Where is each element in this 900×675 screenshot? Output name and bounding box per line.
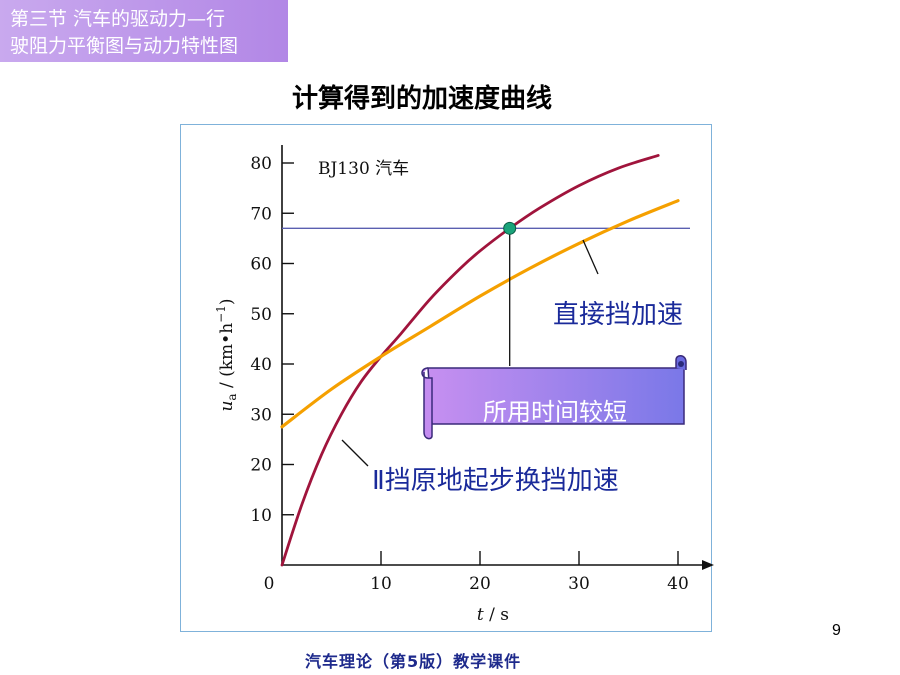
y-tick-label: 40 [250,355,272,375]
vehicle-label: BJ130 汽车 [318,159,410,179]
gear2-acceleration-curve [280,154,660,567]
slide-title: 计算得到的加速度曲线 [292,84,553,114]
y-tick-label: 10 [250,506,272,526]
direct-gear-leader [582,239,599,275]
x-tick-label: 20 [469,574,491,594]
scroll-left-curl [421,367,433,440]
y-tick-label: 20 [250,456,272,476]
section-title-line1: 第三节 汽车的驱动力—行 [10,8,226,30]
direct-gear-acceleration-curve [280,199,680,429]
x-axis-label: t / s [477,605,509,625]
section-title-line2: 驶阻力平衡图与动力特性图 [10,35,239,57]
y-axis-label: ua / (km•h−1) [214,298,239,411]
section-title: 第三节 汽车的驱动力—行 驶阻力平衡图与动力特性图 [0,0,288,62]
y-tick-label: 60 [250,255,272,275]
direct-gear-label: 直接挡加速 [553,300,684,330]
intersection-marker [503,221,517,235]
x-tick-label: 10 [370,574,392,594]
gear2-label: Ⅱ挡原地起步换挡加速 [372,466,619,496]
x-tick-label: 40 [667,574,689,594]
page-number: 9 [832,622,841,639]
x-tick-label: 30 [568,574,590,594]
y-tick-label: 50 [250,305,272,325]
x-tick-label: 0 [264,574,275,594]
scroll-curl-dot [678,361,684,367]
scroll-banner-text: 所用时间较短 [483,398,627,426]
y-tick-label: 70 [250,204,272,224]
chart-frame [180,124,712,632]
gear2-leader [341,439,369,467]
y-tick-label: 30 [250,405,272,425]
footer-text: 汽车理论（第5版）教学课件 [305,652,522,671]
y-tick-label: 80 [250,154,272,174]
x-axis-arrow [702,560,714,570]
